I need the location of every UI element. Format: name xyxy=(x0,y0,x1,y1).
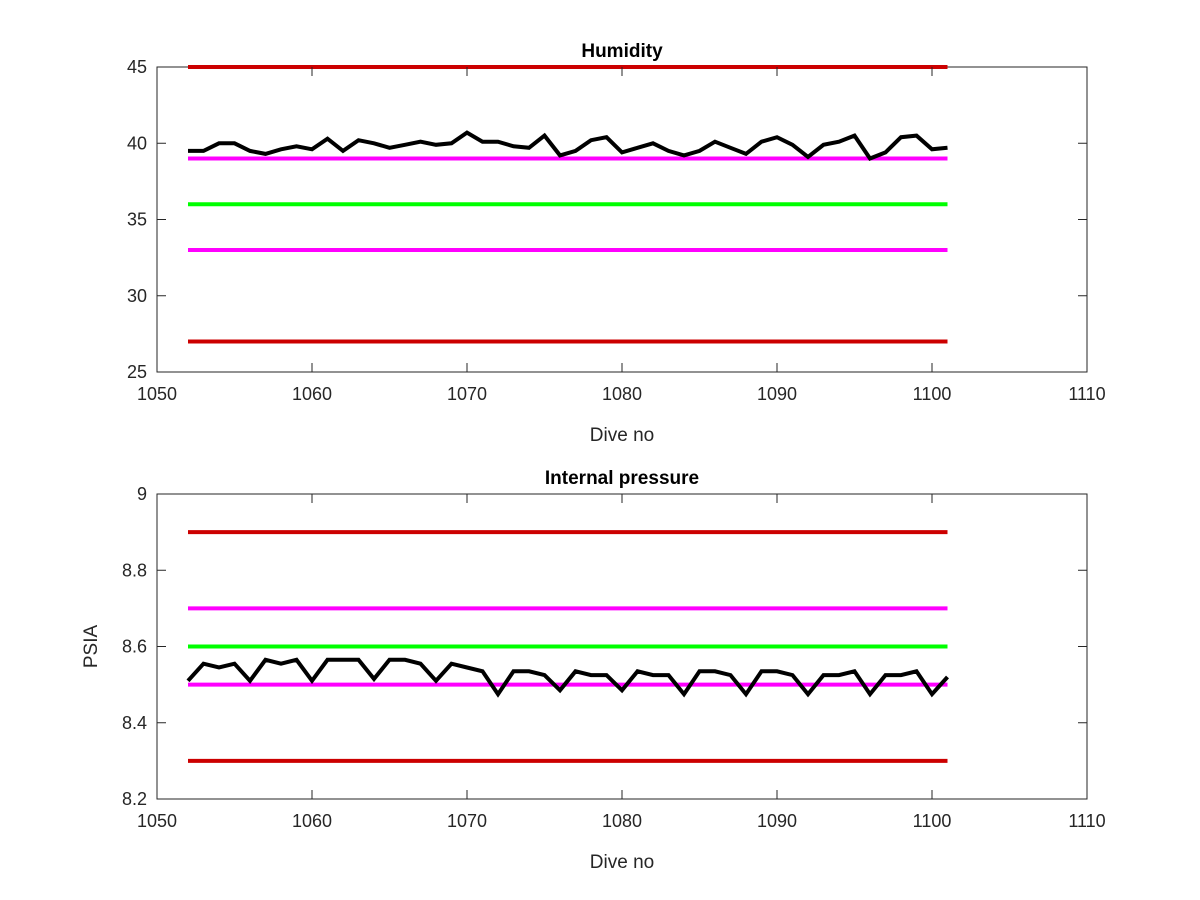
pressure-x-tick-label: 1070 xyxy=(447,811,487,831)
humidity-title: Humidity xyxy=(581,41,663,62)
humidity-y-tick-label: 25 xyxy=(127,362,147,382)
humidity-x-axis-label: Dive no xyxy=(590,425,654,446)
pressure-x-tick-label: 1100 xyxy=(913,811,952,831)
humidity-series-line-0 xyxy=(188,130,948,161)
pressure-x-axis-label: Dive no xyxy=(590,852,654,873)
humidity-x-tick-label: 1080 xyxy=(602,384,642,404)
humidity-ticks: 1050 1060 1070 1080 1090 1100 1110 25 30 35 40 45 xyxy=(127,57,1106,404)
humidity-reference-lines xyxy=(188,65,948,344)
humidity-x-tick-label: 1100 xyxy=(913,384,952,404)
humidity-x-tick-label: 1110 xyxy=(1068,384,1105,404)
humidity-plot: 1050 1060 1070 1080 1090 1100 1110 25 30 35 40 45 H… xyxy=(127,41,1106,446)
internal-pressure-plot: 1050 1060 1070 1080 1090 1100 1110 8.2 8.4 8.6 8.8… xyxy=(81,468,1106,873)
humidity-axes-box xyxy=(156,66,1088,373)
humidity-y-tick-label: 30 xyxy=(127,286,147,306)
pressure-y-tick-label: 9 xyxy=(137,484,147,504)
pressure-y-tick-label: 8.8 xyxy=(122,560,147,580)
pressure-x-tick-label: 1060 xyxy=(292,811,332,831)
pressure-title: Internal pressure xyxy=(545,468,699,489)
pressure-x-tick-label: 1080 xyxy=(602,811,642,831)
humidity-series-layer xyxy=(188,130,948,161)
pressure-x-tick-label: 1110 xyxy=(1068,811,1105,831)
pressure-y-tick-label: 8.4 xyxy=(122,713,147,733)
pressure-x-tick-label: 1090 xyxy=(757,811,797,831)
humidity-y-tick-label: 45 xyxy=(127,57,147,77)
humidity-x-tick-label: 1070 xyxy=(447,384,487,404)
humidity-y-tick-label: 35 xyxy=(127,210,147,230)
pressure-y-tick-label: 8.6 xyxy=(122,637,147,657)
humidity-x-tick-label: 1050 xyxy=(137,384,177,404)
humidity-x-tick-label: 1060 xyxy=(292,384,332,404)
humidity-x-tick-label: 1090 xyxy=(757,384,797,404)
pressure-series-line-0 xyxy=(186,657,949,698)
pressure-y-tick-label: 8.2 xyxy=(122,789,147,809)
pressure-ticks: 1050 1060 1070 1080 1090 1100 1110 8.2 8.4 8.6 8.8… xyxy=(122,484,1106,831)
pressure-reference-lines xyxy=(188,530,948,763)
humidity-y-tick-label: 40 xyxy=(127,133,147,153)
pressure-series-layer xyxy=(186,657,949,698)
pressure-x-tick-label: 1050 xyxy=(137,811,177,831)
pressure-y-axis-label: PSIA xyxy=(81,625,102,669)
